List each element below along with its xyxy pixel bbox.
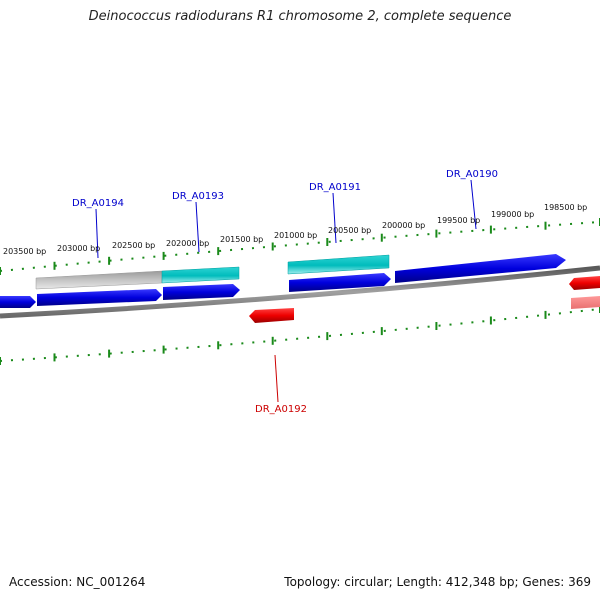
leader-dr-a0192 <box>274 354 279 403</box>
tick-label: 201000 bp <box>274 231 317 240</box>
leader-dr-a0194 <box>95 208 99 259</box>
tick-label: 200500 bp <box>328 226 371 235</box>
tick-label: 200000 bp <box>382 221 425 230</box>
tick-label: 198500 bp <box>544 203 587 212</box>
gene-arrow-dr-a0194[interactable] <box>37 289 162 306</box>
summary-text: Topology: circular; Length: 412,348 bp; … <box>284 575 591 589</box>
gene-label-dr-a0192[interactable]: DR_A0192 <box>255 404 307 415</box>
gene-label-dr-a0191[interactable]: DR_A0191 <box>309 182 361 193</box>
gene-arrow-dr-a0190[interactable] <box>395 254 566 283</box>
gene-label-dr-a0193[interactable]: DR_A0193 <box>172 191 224 202</box>
tick-label: 202500 bp <box>112 241 155 250</box>
tick-label: 199500 bp <box>437 216 480 225</box>
gene-label-dr-a0194[interactable]: DR_A0194 <box>72 198 124 209</box>
accession-text: Accession: NC_001264 <box>9 575 146 589</box>
leader-dr-a0193 <box>195 201 200 253</box>
gene-arrow-dr-a0193[interactable] <box>163 284 240 300</box>
lower-major-ticks <box>0 305 600 365</box>
chromosome-backbone <box>0 265 600 319</box>
leader-dr-a0191 <box>332 192 337 244</box>
leader-dr-a0190 <box>470 179 477 230</box>
cyan-feature-track-b <box>287 254 390 275</box>
tick-label: 201500 bp <box>220 235 263 244</box>
pink-feature-right-edge <box>571 296 600 309</box>
upper-major-ticks <box>0 218 600 275</box>
grey-feature-track <box>35 270 163 290</box>
gene-arrow-dr-a0192[interactable] <box>249 308 294 323</box>
tick-label: 203000 bp <box>57 244 100 253</box>
gene-arrow-right-edge[interactable] <box>569 276 600 290</box>
gene-label-dr-a0190[interactable]: DR_A0190 <box>446 169 498 180</box>
upper-tick-track <box>0 221 600 272</box>
lower-tick-track <box>0 308 600 362</box>
gene-arrow-dr-a0191[interactable] <box>289 273 391 292</box>
tick-label: 202000 bp <box>166 239 209 248</box>
map-title: Deinococcus radiodurans R1 chromosome 2,… <box>88 9 512 24</box>
gene-arrow-left-edge[interactable] <box>0 296 36 308</box>
tick-label: 203500 bp <box>3 247 46 256</box>
cyan-feature-track-a <box>161 266 240 284</box>
tick-label: 199000 bp <box>491 210 534 219</box>
